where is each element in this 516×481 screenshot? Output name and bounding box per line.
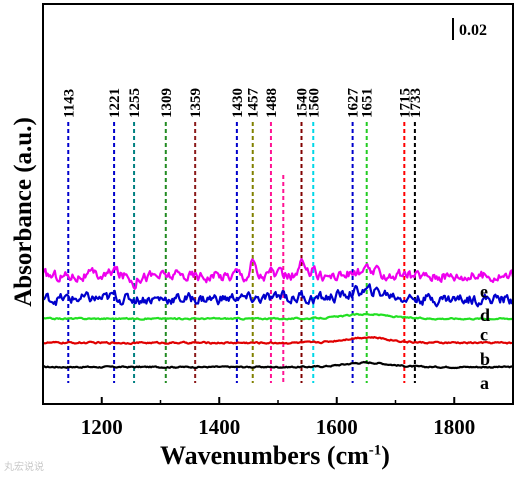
x-axis-label-box: Wavenumbers (cm-1) [160, 441, 390, 470]
marker-lines-layer [67, 122, 416, 383]
marker-label-1430: 1430 [230, 88, 246, 118]
x-axis-label: Wavenumbers [160, 441, 321, 470]
x-axis-unit-exp: -1 [368, 442, 382, 459]
x-tick-label-1600: 1600 [316, 415, 358, 439]
y-axis-label: Absorbance (a.u.) [10, 117, 37, 307]
spectrum-d [42, 283, 514, 308]
marker-label-1221: 1221 [107, 88, 123, 118]
x-tick-label-1400: 1400 [198, 415, 240, 439]
marker-label-1309: 1309 [159, 88, 175, 118]
marker-label-1457: 1457 [246, 88, 262, 119]
x-axis-ticks: 1200 1400 1600 1800 [42, 397, 514, 439]
series-label-a: a [480, 373, 489, 393]
series-label-d: d [480, 305, 490, 325]
scale-bar-label: 0.02 [459, 22, 487, 39]
marker-label-1627: 1627 [346, 88, 362, 119]
spectra-layer [41, 258, 515, 370]
marker-label-1651: 1651 [360, 88, 376, 118]
x-axis-unit-base: cm [335, 441, 369, 470]
y-axis-label-box: Absorbance (a.u.) [2, 62, 46, 362]
marker-label-1143: 1143 [61, 89, 77, 118]
marker-label-1255: 1255 [127, 88, 143, 118]
scale-bar: 0.02 [452, 18, 487, 40]
spectrum-e [41, 258, 515, 290]
series-label-c: c [480, 325, 488, 345]
spectrum-c [42, 312, 514, 321]
marker-label-1715: 1715 [397, 88, 413, 118]
spectrum-b [42, 336, 514, 346]
x-tick-label-1200: 1200 [81, 415, 123, 439]
x-tick-label-1800: 1800 [433, 415, 475, 439]
marker-label-1560: 1560 [306, 88, 322, 118]
marker-label-1540: 1540 [295, 88, 311, 118]
spectrum-a [42, 360, 514, 370]
series-label-b: b [480, 349, 490, 369]
series-label-e: e [480, 282, 488, 302]
marker-label-1488: 1488 [264, 88, 280, 118]
marker-label-1733: 1733 [408, 88, 424, 118]
marker-labels-layer: 1143 1221 1255 1309 1359 1430 1457 1488 15401560… [61, 88, 424, 119]
marker-label-1359: 1359 [188, 88, 204, 118]
watermark: 丸宏说说 [4, 462, 44, 473]
